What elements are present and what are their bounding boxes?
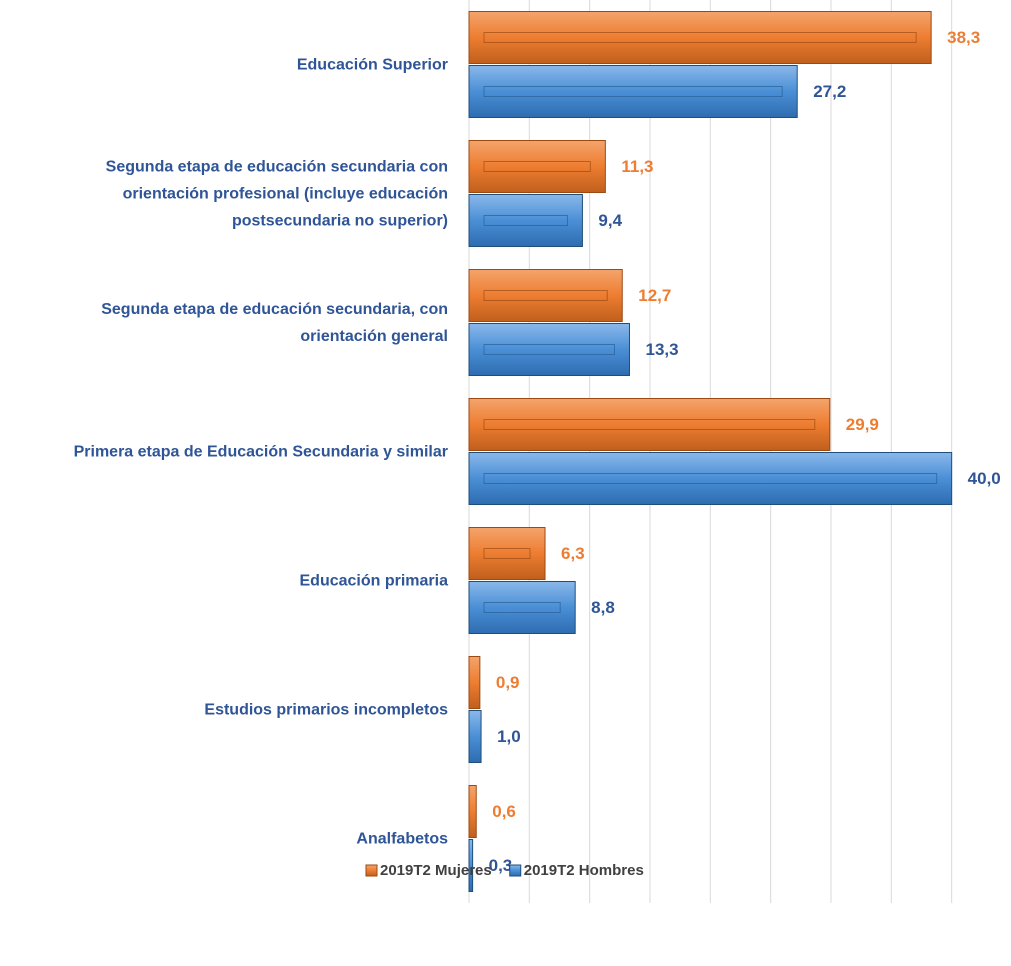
bar: [468, 194, 583, 247]
value-label: 12,7: [638, 286, 671, 305]
value-label: 40,0: [968, 469, 1001, 488]
bar-bevel: [483, 215, 568, 226]
category-label: Analfabetos: [356, 830, 448, 847]
legend-swatch: [365, 864, 378, 877]
bar-bevel: [483, 419, 816, 430]
bar: [468, 710, 482, 763]
bar-bevel: [483, 32, 917, 43]
category-label: Segunda etapa de educación secundaria, c…: [101, 300, 448, 345]
value-label: 8,8: [591, 598, 615, 617]
category-label: Educación Superior: [296, 56, 448, 73]
value-label: 0,3: [489, 856, 513, 875]
bar: [468, 323, 630, 376]
category-label: Estudios primarios incompletos: [204, 701, 448, 718]
legend-swatch: [509, 864, 522, 877]
value-label: 0,6: [492, 802, 516, 821]
value-label: 38,3: [947, 28, 980, 47]
value-label: 1,0: [497, 727, 521, 746]
bar: [468, 656, 481, 709]
bar: [468, 398, 831, 451]
bar: [468, 452, 953, 505]
bar-bevel: [483, 161, 591, 172]
value-label: 29,9: [846, 415, 879, 434]
bar: [468, 527, 546, 580]
value-label: 0,9: [496, 673, 520, 692]
legend-label: 2019T2 Hombres: [524, 862, 644, 879]
legend-item: 2019T2 Hombres: [509, 862, 644, 879]
category-label: Educación primaria: [299, 572, 449, 589]
legend-label: 2019T2 Mujeres: [380, 862, 492, 879]
value-label: 13,3: [645, 340, 678, 359]
bar-bevel: [483, 548, 531, 559]
bar: [468, 65, 798, 118]
bar-bevel: [483, 602, 561, 613]
bar-bevel: [483, 344, 615, 355]
category-label: Segunda etapa de educación secundaria co…: [105, 158, 448, 229]
value-label: 9,4: [598, 211, 622, 230]
value-label: 11,3: [621, 157, 653, 176]
bar: [468, 11, 932, 64]
bar: [468, 839, 474, 892]
bar: [468, 581, 576, 634]
bar-bevel: [483, 290, 608, 301]
bar-bevel: [483, 473, 938, 484]
bar: [468, 140, 606, 193]
value-label: 27,2: [813, 82, 846, 101]
bar: [468, 785, 477, 838]
value-label: 6,3: [561, 544, 585, 563]
bar-bevel: [483, 86, 783, 97]
legend-item: 2019T2 Mujeres: [365, 862, 492, 879]
category-label: Primera etapa de Educación Secundaria y …: [73, 443, 448, 460]
bar: [468, 269, 623, 322]
